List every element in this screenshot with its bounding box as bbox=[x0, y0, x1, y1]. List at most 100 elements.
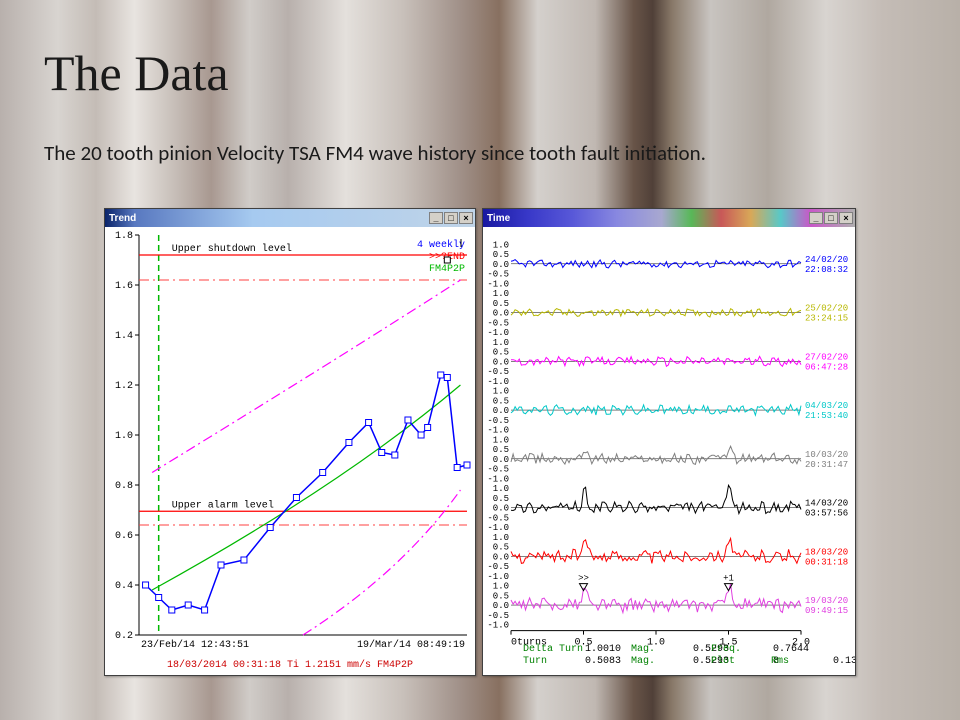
svg-text:-0.5: -0.5 bbox=[487, 318, 509, 328]
svg-text:24/02/20: 24/02/20 bbox=[805, 255, 848, 265]
minimize-icon[interactable]: _ bbox=[429, 212, 443, 224]
svg-text:0.0: 0.0 bbox=[493, 357, 509, 367]
svg-text:-1.0: -1.0 bbox=[487, 279, 509, 289]
svg-text:10/03/20: 10/03/20 bbox=[805, 450, 848, 460]
page-title: The Data bbox=[44, 44, 229, 102]
svg-text:20:31:47: 20:31:47 bbox=[805, 460, 848, 470]
maximize-icon[interactable]: □ bbox=[824, 212, 838, 224]
svg-text:-0.5: -0.5 bbox=[487, 465, 509, 475]
svg-text:0.5: 0.5 bbox=[493, 494, 509, 504]
svg-text:27/02/20: 27/02/20 bbox=[805, 352, 848, 362]
svg-text:00:31:18: 00:31:18 bbox=[805, 557, 848, 567]
window-controls: _ □ × bbox=[809, 212, 853, 224]
window-controls: _ □ × bbox=[429, 212, 473, 224]
svg-text:0.7644: 0.7644 bbox=[773, 644, 809, 655]
svg-text:1.0: 1.0 bbox=[493, 289, 509, 299]
trend-titlebar[interactable]: Trend _ □ × bbox=[105, 209, 475, 227]
svg-text:19/Mar/14 08:49:19: 19/Mar/14 08:49:19 bbox=[357, 639, 465, 651]
svg-text:1.8: 1.8 bbox=[115, 231, 133, 242]
svg-text:0.5: 0.5 bbox=[493, 591, 509, 601]
svg-text:Delta Turn: Delta Turn bbox=[523, 643, 583, 655]
svg-text:0.6: 0.6 bbox=[115, 531, 133, 542]
svg-text:04/03/20: 04/03/20 bbox=[805, 401, 848, 411]
svg-text:Upper shutdown level: Upper shutdown level bbox=[172, 243, 292, 255]
time-plot: -1.0-0.50.00.51.024/02/2022:08:32-1.0-0.… bbox=[483, 227, 855, 675]
svg-text:1.0: 1.0 bbox=[115, 431, 133, 442]
svg-text:03:57:56: 03:57:56 bbox=[805, 509, 848, 519]
svg-text:-0.5: -0.5 bbox=[487, 513, 509, 523]
svg-text:-1.0: -1.0 bbox=[487, 426, 509, 436]
svg-text:1.0: 1.0 bbox=[493, 582, 509, 592]
svg-text:-1.0: -1.0 bbox=[487, 474, 509, 484]
svg-text:1.0: 1.0 bbox=[493, 484, 509, 494]
svg-text:1.0: 1.0 bbox=[493, 338, 509, 348]
close-icon[interactable]: × bbox=[839, 212, 853, 224]
svg-text:0.0: 0.0 bbox=[493, 260, 509, 270]
svg-text:FM4P2P: FM4P2P bbox=[429, 264, 465, 275]
svg-text:>>: >> bbox=[578, 574, 589, 584]
svg-text:06:47:28: 06:47:28 bbox=[805, 362, 848, 372]
time-chart: -1.0-0.50.00.51.024/02/2022:08:32-1.0-0.… bbox=[483, 227, 855, 675]
svg-text:0.8: 0.8 bbox=[115, 481, 133, 492]
svg-text:1.6: 1.6 bbox=[115, 281, 133, 292]
svg-text:0.0: 0.0 bbox=[493, 552, 509, 562]
trend-chart: 0.2 0.4 0.6 0.8 1.0 1.2 1.4 1.6 1.8 Upper shutdow… bbox=[105, 227, 475, 675]
svg-text:Mag.: Mag. bbox=[631, 644, 655, 655]
svg-text:0.5: 0.5 bbox=[493, 348, 509, 358]
svg-text:0.1324: 0.1324 bbox=[833, 656, 855, 667]
svg-text:-0.5: -0.5 bbox=[487, 270, 509, 280]
svg-text:22:08:32: 22:08:32 bbox=[805, 265, 848, 275]
svg-text:Mag.: Mag. bbox=[631, 656, 655, 667]
page-subtitle: The 20 tooth pinion Velocity TSA FM4 wav… bbox=[44, 140, 706, 166]
svg-text:-0.5: -0.5 bbox=[487, 367, 509, 377]
maximize-icon[interactable]: □ bbox=[444, 212, 458, 224]
svg-text:19/03/20: 19/03/20 bbox=[805, 596, 848, 606]
svg-text:0.5: 0.5 bbox=[493, 445, 509, 455]
svg-text:0.0: 0.0 bbox=[493, 601, 509, 611]
svg-text:-0.5: -0.5 bbox=[487, 562, 509, 572]
close-icon[interactable]: × bbox=[459, 212, 473, 224]
svg-text:23:24:15: 23:24:15 bbox=[805, 314, 848, 324]
svg-text:Rms: Rms bbox=[771, 656, 789, 667]
svg-text:1.4: 1.4 bbox=[115, 331, 133, 342]
svg-text:+1: +1 bbox=[723, 574, 734, 584]
time-title-text: Time bbox=[487, 213, 510, 224]
svg-text:-1.0: -1.0 bbox=[487, 572, 509, 582]
minimize-icon[interactable]: _ bbox=[809, 212, 823, 224]
svg-text:0.4: 0.4 bbox=[115, 581, 133, 592]
trend-plot: 0.2 0.4 0.6 0.8 1.0 1.2 1.4 1.6 1.8 Upper shutdow… bbox=[105, 227, 475, 675]
svg-text:-0.5: -0.5 bbox=[487, 611, 509, 621]
svg-text:0.5: 0.5 bbox=[493, 543, 509, 553]
svg-text:Plot: Plot bbox=[711, 655, 735, 667]
svg-text:0.0: 0.0 bbox=[493, 504, 509, 514]
svg-text:21:53:40: 21:53:40 bbox=[805, 411, 848, 421]
svg-text:-1.0: -1.0 bbox=[487, 621, 509, 631]
time-window: Time _ □ × -1.0-0.50.00.51.024/02/2022:0… bbox=[482, 208, 856, 676]
svg-text:0.5083: 0.5083 bbox=[585, 656, 621, 667]
svg-text:0.2: 0.2 bbox=[115, 631, 133, 642]
svg-text:0.5: 0.5 bbox=[493, 250, 509, 260]
trend-title-text: Trend bbox=[109, 213, 136, 224]
svg-text:1.0: 1.0 bbox=[493, 533, 509, 543]
svg-text:0.5: 0.5 bbox=[493, 396, 509, 406]
svg-text:4 weekly: 4 weekly bbox=[417, 239, 465, 251]
svg-text:Freq.: Freq. bbox=[711, 644, 741, 655]
svg-text:-1.0: -1.0 bbox=[487, 377, 509, 387]
svg-text:1.0: 1.0 bbox=[493, 387, 509, 397]
svg-text:0.5: 0.5 bbox=[493, 299, 509, 309]
svg-text:-0.5: -0.5 bbox=[487, 416, 509, 426]
svg-text:0.0: 0.0 bbox=[493, 455, 509, 465]
svg-text:-1.0: -1.0 bbox=[487, 328, 509, 338]
svg-text:0.0: 0.0 bbox=[493, 406, 509, 416]
time-titlebar[interactable]: Time _ □ × bbox=[483, 209, 855, 227]
svg-text:1.0010: 1.0010 bbox=[585, 644, 621, 655]
svg-text:1.2: 1.2 bbox=[115, 381, 133, 392]
svg-text:-1.0: -1.0 bbox=[487, 523, 509, 533]
svg-text:23/Feb/14 12:43:51: 23/Feb/14 12:43:51 bbox=[141, 639, 249, 651]
svg-text:25/02/20: 25/02/20 bbox=[805, 304, 848, 314]
trend-window: Trend _ □ × 0.2 0.4 0.6 0.8 1.0 1.2 1.4 1.6 1.8 U… bbox=[104, 208, 476, 676]
svg-text:18/03/2014 00:31:18 Ti 1.2151: 18/03/2014 00:31:18 Ti 1.2151 mm/s FM4P2… bbox=[167, 659, 413, 671]
svg-text:1.0: 1.0 bbox=[493, 435, 509, 445]
svg-text:Upper alarm level: Upper alarm level bbox=[172, 499, 274, 511]
svg-text:18/03/20: 18/03/20 bbox=[805, 547, 848, 557]
